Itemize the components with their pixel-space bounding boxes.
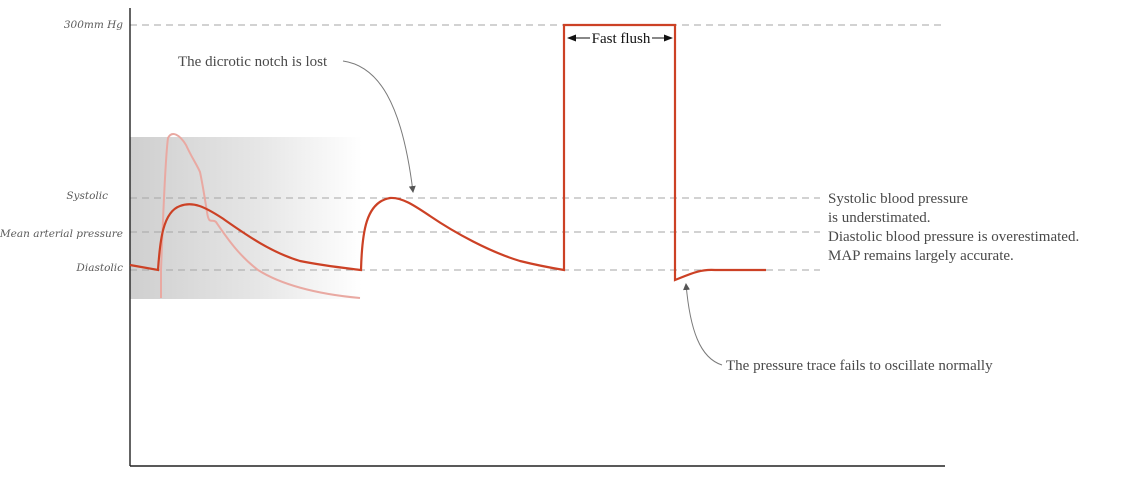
bp-note-line-4: MAP remains largely accurate. — [828, 248, 1014, 264]
bp-note-line-3: Diastolic blood pressure is overestimate… — [828, 229, 1079, 245]
bp-note-line-1: Systolic blood pressure — [828, 191, 968, 207]
top-pressure-label: 300mm Hg — [64, 19, 123, 31]
bp-note-line-2: is understimated. — [828, 210, 930, 226]
oscillation-note: The pressure trace fails to oscillate no… — [726, 358, 993, 374]
dicrotic-notch-arrow — [342, 60, 416, 193]
systolic-label: Systolic — [66, 190, 108, 202]
oscillation-arrow — [683, 283, 723, 366]
map-label: Mean arterial pressure — [0, 228, 123, 240]
diastolic-label: Diastolic — [75, 262, 123, 274]
normal-arterial-waveform — [160, 133, 361, 299]
normal-waveform-background — [130, 137, 362, 299]
fast-flush-label: Fast flush — [592, 31, 651, 47]
overdamped-pressure-trace — [129, 23, 766, 282]
dicrotic-notch-note: The dicrotic notch is lost — [178, 54, 328, 70]
